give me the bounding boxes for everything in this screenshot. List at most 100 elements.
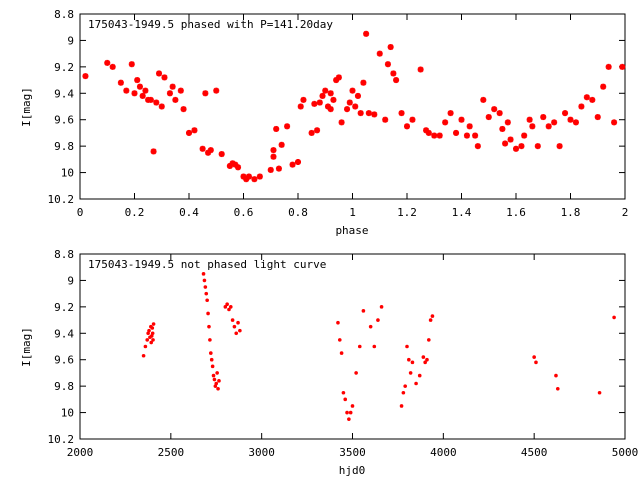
- data-point: [472, 132, 479, 139]
- data-point: [234, 331, 239, 336]
- y-tick-label: 9.8: [54, 380, 74, 393]
- data-point: [205, 298, 209, 303]
- data-point: [518, 143, 525, 150]
- data-point: [319, 92, 326, 99]
- data-point: [136, 83, 143, 90]
- data-point: [474, 143, 481, 150]
- data-point: [142, 87, 149, 94]
- data-point: [354, 92, 361, 99]
- data-point: [158, 103, 165, 110]
- data-point: [245, 173, 252, 180]
- data-point: [363, 30, 370, 37]
- data-point: [513, 145, 519, 152]
- data-point: [145, 338, 150, 342]
- data-point: [526, 116, 533, 123]
- y-tick-label: 9.2: [54, 61, 74, 74]
- data-point: [344, 106, 351, 113]
- data-point: [311, 100, 318, 107]
- plot-title: 175043-1949.5 phased with P=141.20day: [88, 18, 333, 31]
- data-point: [316, 99, 323, 106]
- data-point: [207, 324, 211, 329]
- y-tick-label: 9.4: [54, 87, 74, 100]
- data-point: [372, 344, 377, 349]
- data-point: [208, 338, 212, 342]
- data-point: [368, 324, 373, 329]
- data-point: [207, 147, 214, 154]
- data-point: [357, 344, 362, 349]
- data-point: [134, 77, 141, 84]
- data-point: [336, 320, 340, 325]
- data-point: [480, 96, 487, 103]
- data-point: [532, 355, 536, 359]
- data-point: [611, 119, 618, 126]
- x-tick-label: 3000: [248, 446, 275, 459]
- data-point: [209, 357, 214, 362]
- y-tick-label: 8.8: [54, 8, 74, 21]
- data-point: [169, 83, 176, 90]
- data-point: [232, 324, 237, 329]
- data-point: [357, 110, 364, 117]
- data-point: [297, 103, 304, 110]
- y-axis-label: I[mag]: [20, 87, 33, 127]
- data-point: [376, 318, 380, 322]
- data-point: [337, 338, 342, 342]
- data-point: [458, 116, 465, 123]
- x-tick-label: 2000: [67, 446, 94, 459]
- data-point: [218, 151, 225, 158]
- data-point: [499, 125, 506, 132]
- data-point: [423, 360, 427, 365]
- x-tick-label: 1.2: [397, 206, 417, 219]
- x-tick-label: 1: [349, 206, 356, 219]
- data-point: [376, 50, 383, 57]
- data-point: [343, 397, 348, 402]
- data-point: [507, 136, 514, 143]
- data-point: [117, 79, 124, 86]
- data-point: [612, 315, 616, 320]
- data-point: [210, 364, 215, 369]
- y-tick-label: 10: [61, 407, 74, 420]
- data-point: [217, 379, 221, 383]
- x-tick-label: 2500: [158, 446, 185, 459]
- data-point: [384, 61, 391, 68]
- data-points: [82, 30, 626, 183]
- data-point: [322, 87, 329, 94]
- data-point: [545, 123, 552, 130]
- x-tick-label: 3500: [339, 446, 366, 459]
- data-point: [428, 318, 433, 322]
- data-point: [430, 314, 435, 318]
- data-point: [399, 404, 404, 408]
- data-point: [349, 87, 356, 94]
- data-point: [300, 96, 307, 103]
- data-point: [270, 147, 277, 154]
- data-point: [201, 272, 206, 276]
- data-point: [335, 74, 342, 81]
- data-point: [534, 360, 538, 365]
- data-point: [104, 59, 111, 66]
- data-point: [398, 110, 405, 117]
- data-point: [390, 70, 397, 77]
- y-tick-label: 10.2: [48, 433, 75, 446]
- data-point: [407, 357, 411, 362]
- data-point: [295, 159, 301, 165]
- axis-ticks: 2000 2500 3000 3500 4000 4500 5000 8.8 9 9.2 9.4 9.…: [48, 248, 639, 459]
- data-point: [347, 417, 351, 421]
- data-point: [382, 116, 389, 123]
- data-point: [534, 143, 541, 150]
- data-point: [256, 173, 263, 180]
- data-point: [150, 326, 155, 330]
- x-tick-label: 4000: [430, 446, 457, 459]
- data-point: [555, 386, 560, 391]
- data-point: [387, 44, 394, 51]
- data-point: [408, 371, 413, 375]
- data-point: [289, 161, 296, 168]
- data-point: [109, 63, 116, 70]
- data-point: [338, 119, 345, 126]
- data-point: [360, 79, 367, 86]
- data-point: [339, 351, 344, 355]
- data-points: [141, 272, 616, 421]
- y-tick-label: 10.2: [48, 193, 75, 206]
- data-point: [371, 111, 378, 118]
- data-point: [551, 119, 558, 126]
- data-point: [427, 338, 431, 342]
